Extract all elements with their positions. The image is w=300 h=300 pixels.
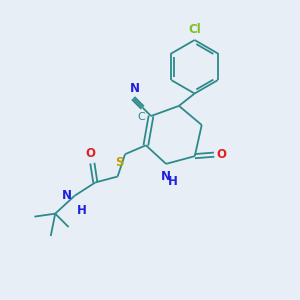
Text: O: O — [217, 148, 226, 161]
Text: N: N — [161, 170, 171, 183]
Text: C: C — [137, 112, 145, 122]
Text: N: N — [61, 189, 71, 202]
Text: Cl: Cl — [188, 22, 201, 36]
Text: N: N — [130, 82, 140, 95]
Text: S: S — [115, 156, 124, 169]
Text: O: O — [85, 147, 95, 160]
Text: H: H — [168, 175, 178, 188]
Text: H: H — [77, 204, 87, 217]
